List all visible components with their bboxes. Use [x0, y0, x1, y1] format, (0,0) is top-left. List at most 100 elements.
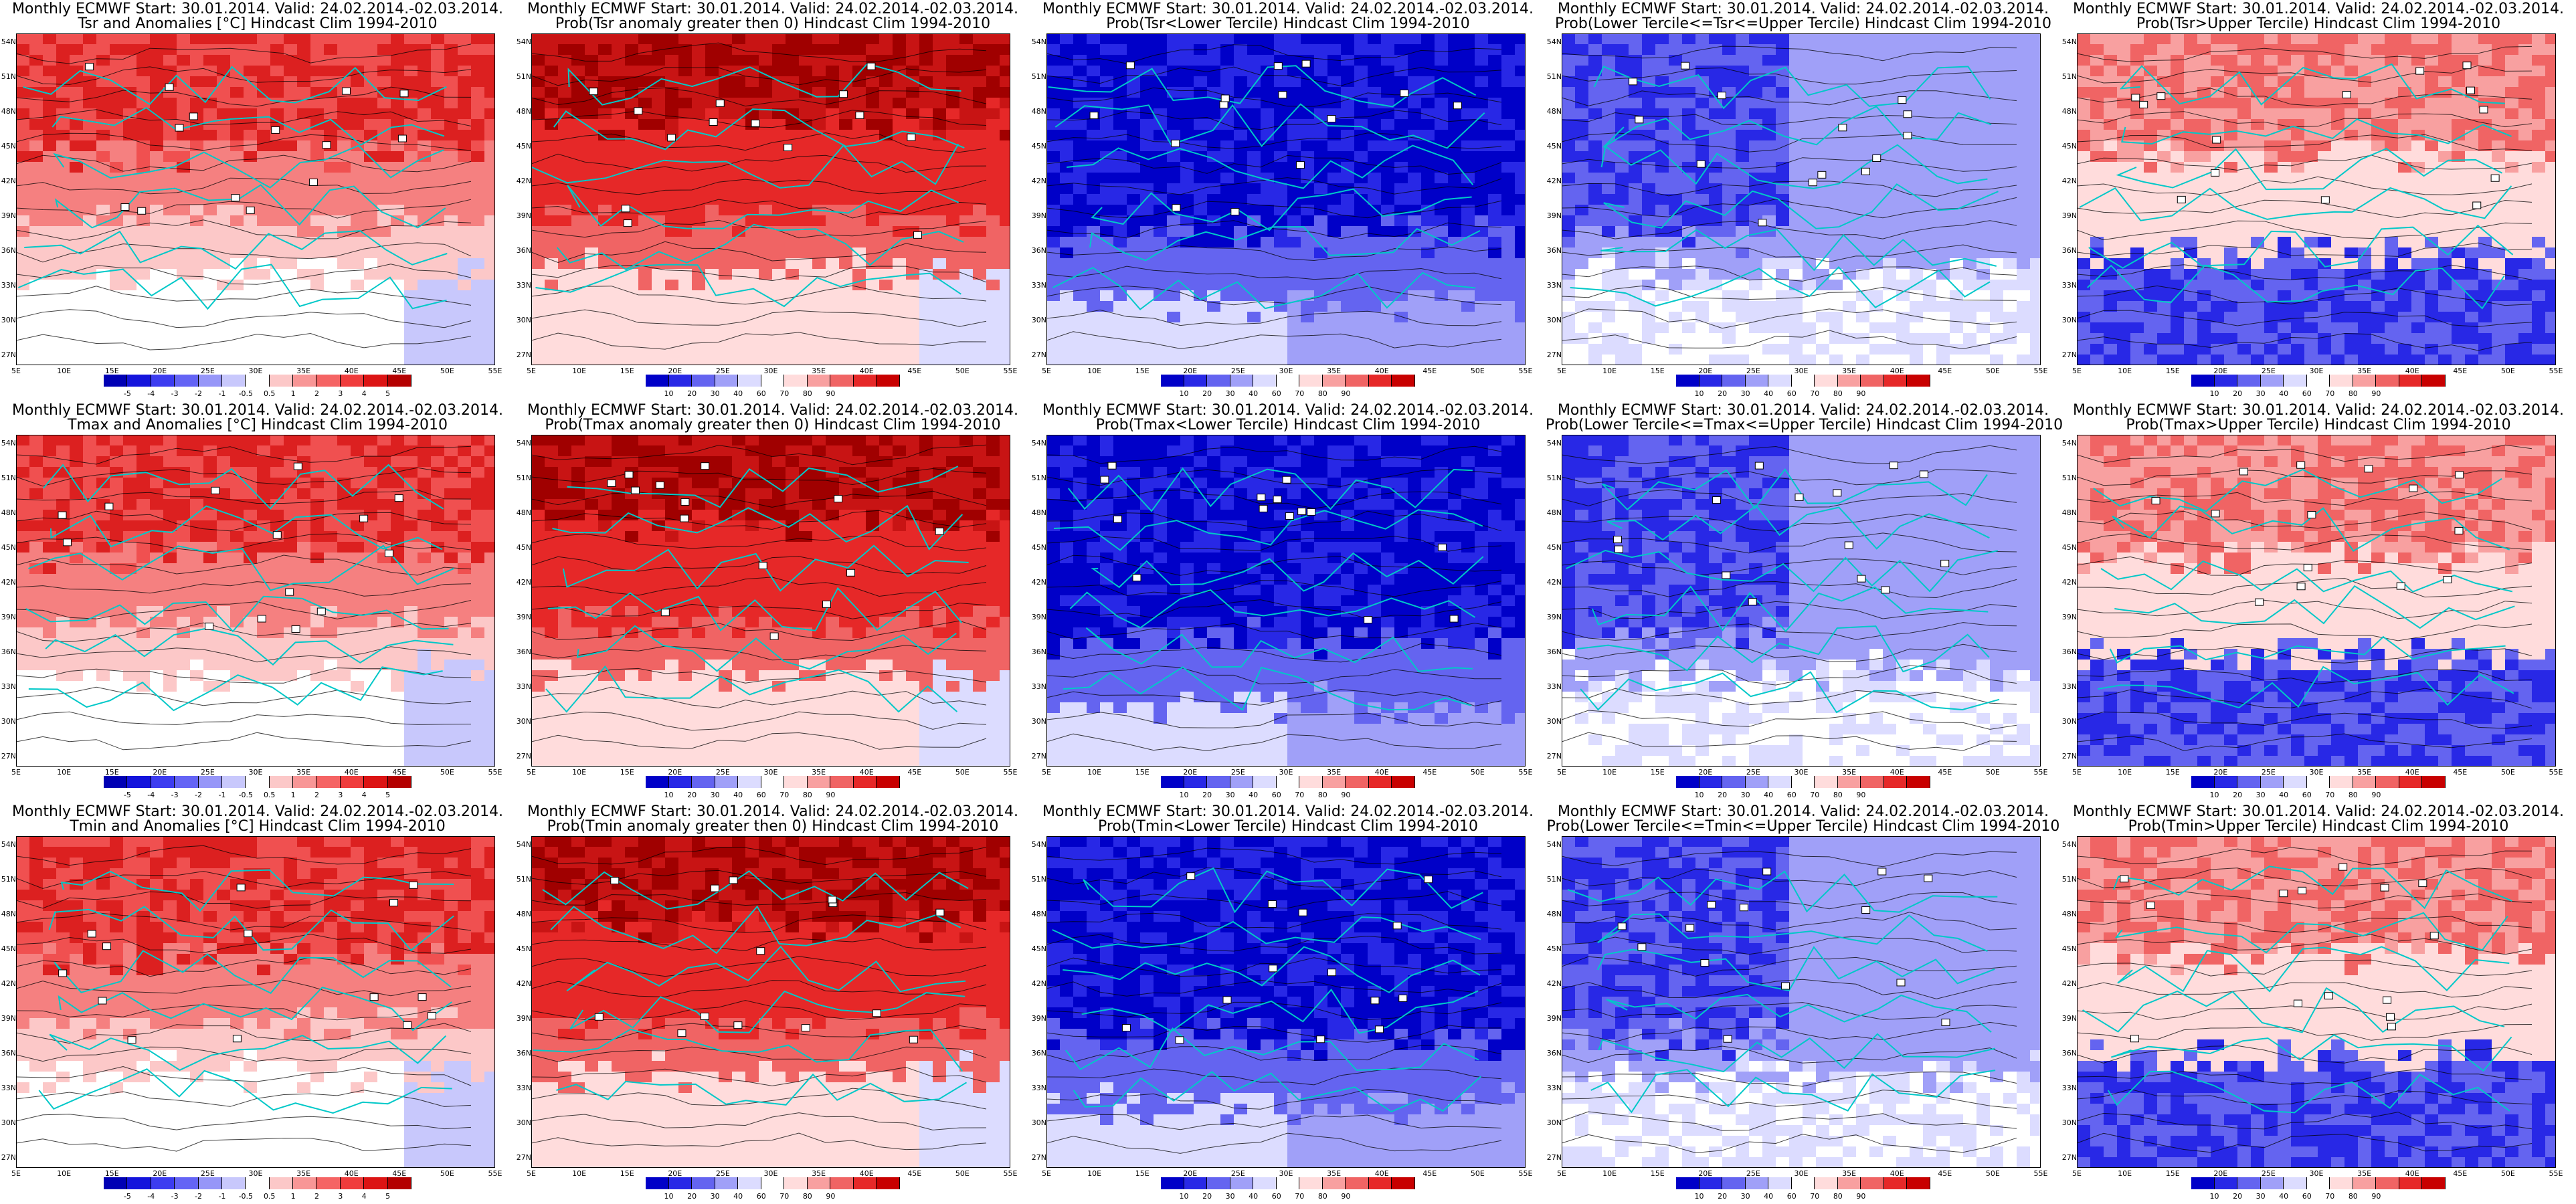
coastline [566, 945, 966, 993]
colorbar-tick: 90 [1341, 791, 1351, 799]
station-marker [409, 881, 418, 889]
longitude-label: 30E [2309, 1169, 2324, 1178]
map-panel: Monthly ECMWF Start: 30.01.2014. Valid: … [1546, 803, 2061, 1204]
longitude-label: 25E [715, 367, 730, 375]
isotherm-contour [2077, 1112, 2533, 1130]
latitude-label: 36N [516, 246, 531, 255]
station-marker [2296, 583, 2306, 591]
colorbar-segment [2422, 1177, 2446, 1189]
station-marker [1872, 154, 1881, 162]
colorbar-tick: -4 [147, 389, 155, 398]
colorbar-segment [2306, 375, 2330, 387]
isotherm-contour [531, 577, 987, 597]
station-marker [1392, 922, 1402, 930]
latitude-label: 39N [516, 211, 531, 220]
latitude-label: 27N [1, 752, 16, 761]
colorbar-tick: 30 [1225, 791, 1235, 799]
colorbar-segment [340, 375, 365, 387]
coastline [2116, 148, 2502, 191]
isotherm-contour [2077, 199, 2533, 219]
station-marker [397, 134, 407, 142]
colorbar-tick: 80 [802, 1192, 812, 1201]
isotherm-contour [531, 1000, 987, 1021]
coastline [38, 1068, 452, 1114]
latitude-label: 51N [1546, 474, 1562, 482]
isotherm-contour [1046, 665, 1502, 685]
coastline [553, 108, 965, 150]
latitude-label: 33N [1, 1084, 16, 1092]
colorbar-segment [364, 375, 388, 387]
latitude-label: 36N [1, 647, 16, 656]
coastline [1597, 913, 1988, 952]
colorbar-tick: 30 [1740, 791, 1750, 799]
colorbar-segment [151, 375, 175, 387]
colorbar-tick: 20 [687, 389, 697, 398]
colorbar-tick: 10 [664, 1192, 674, 1201]
colorbar-segment [2330, 375, 2353, 387]
longitude-label: 50E [1985, 768, 2000, 777]
colorbar-tick: 70 [779, 389, 790, 398]
isotherm-contour [531, 603, 987, 619]
latitude-label: 39N [1, 1014, 16, 1023]
colorbar-tick: 0.5 [263, 1192, 276, 1201]
isotherm-contour [16, 445, 472, 465]
station-marker [607, 479, 616, 487]
latitude-label: 45N [1031, 142, 1046, 150]
isotherm-contour [1046, 623, 1502, 639]
colorbar-segment [830, 375, 854, 387]
forecast-map [531, 33, 1010, 365]
station-marker [1712, 496, 1722, 504]
station-marker [2380, 884, 2389, 892]
isotherm-contour [531, 892, 987, 906]
longitude-label: 40E [344, 768, 359, 777]
latitude-label: 51N [1031, 875, 1046, 884]
coastline [17, 264, 447, 310]
station-marker [1844, 541, 1853, 549]
isotherm-contour [2077, 491, 2533, 506]
longitude-label: 25E [200, 768, 215, 777]
latitude-label: 45N [1546, 944, 1562, 953]
longitude-label: 55E [2549, 1169, 2563, 1178]
latitude-label: 54N [1031, 37, 1046, 46]
longitude-label: 40E [2405, 1169, 2419, 1178]
station-marker [756, 947, 765, 955]
station-marker [1817, 171, 1827, 179]
latitude-label: 30N [1, 316, 16, 324]
longitude-label: 10E [572, 768, 587, 777]
colorbar-segment [1253, 776, 1277, 788]
colorbar: 10 20 30 40 60 70 80 90 [646, 776, 900, 799]
latitude-label: 27N [1546, 1153, 1562, 1162]
isotherm-contour [2077, 711, 2533, 729]
longitude-label: 55E [2033, 367, 2048, 375]
station-marker [137, 207, 147, 215]
colorbar-segment [784, 375, 808, 387]
station-marker [1919, 470, 1928, 478]
panel-title: Monthly ECMWF Start: 30.01.2014. Valid: … [1042, 1, 1534, 17]
longitude-label: 10E [1602, 367, 1617, 375]
colorbar-segment [646, 1177, 669, 1189]
coastline [2079, 185, 2512, 221]
station-marker [710, 884, 719, 892]
latitude-label: 30N [1031, 717, 1046, 726]
panel-subtitle: Prob(Tsr<Lower Tercile) Hindcast Clim 19… [1106, 15, 1470, 32]
station-marker [341, 87, 351, 95]
station-marker [1903, 110, 1912, 118]
station-marker [384, 549, 393, 557]
isotherm-contour [2077, 510, 2533, 530]
coastline [2082, 987, 2505, 1033]
station-marker [2177, 195, 2186, 203]
isotherm-contour [531, 686, 987, 708]
longitude-label: 45E [907, 1169, 922, 1178]
latitude-label: 39N [2061, 1014, 2077, 1023]
colorbar: 10 20 30 40 60 70 80 90 [1161, 1177, 1415, 1201]
isotherm-contour [16, 1090, 472, 1107]
colorbar-segment [2237, 1177, 2261, 1189]
colorbar-segment [1907, 375, 1930, 387]
longitude-label: 55E [488, 367, 502, 375]
colorbar-segment [784, 776, 808, 788]
isotherm-contour [2077, 310, 2533, 327]
isotherm-contour [531, 264, 987, 283]
station-marker [1903, 132, 1912, 140]
isotherm-contour [1562, 1090, 2017, 1109]
colorbar-segment [2422, 375, 2446, 387]
